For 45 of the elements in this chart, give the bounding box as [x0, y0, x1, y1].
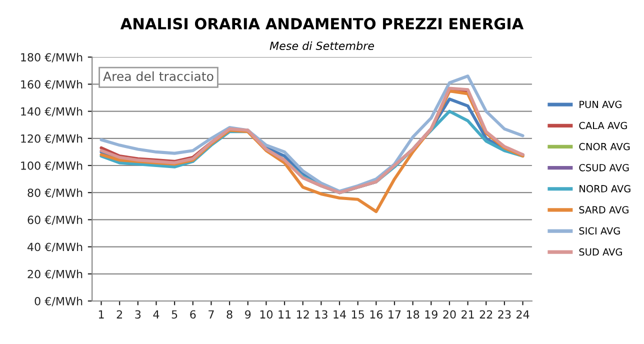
y-tick-label: 180 €/MWh — [21, 52, 82, 62]
annotation: Area del tracciato — [103, 71, 214, 82]
x-tick-label: 12 — [297, 310, 309, 318]
x-tick-label: 8 — [226, 310, 232, 319]
x-tick-label: 4 — [153, 310, 160, 318]
x-tick-label: 23 — [498, 310, 511, 319]
x-tick-label: 3 — [135, 310, 141, 319]
y-tick-label: 80 €/MWh — [28, 188, 82, 198]
x-tick-label: 18 — [406, 310, 420, 319]
chart-title: ANALISI ORARIA ANDAMENTO PREZZI ENERGIA — [120, 18, 524, 30]
x-tick-label: 9 — [245, 310, 251, 319]
y-tick-label: 160 €/MWh — [21, 80, 82, 90]
x-tick-label: 5 — [172, 310, 178, 319]
legend-label: PUN AVG — [580, 100, 622, 108]
x-tick-label: 7 — [208, 310, 214, 318]
x-tick-label: 2 — [116, 310, 122, 318]
x-tick-label: 16 — [370, 310, 383, 319]
y-tick-label: 140 €/MWh — [21, 107, 82, 117]
x-tick-label: 19 — [425, 310, 438, 319]
legend-label: CSUD AVG — [579, 164, 629, 172]
chart-subtitle: Mese di Settembre — [270, 41, 374, 50]
x-tick-label: 10 — [260, 310, 273, 319]
legend-label: SARD AVG — [579, 206, 628, 214]
x-tick-label: 22 — [480, 310, 492, 318]
x-tick-label: 17 — [388, 310, 401, 318]
legend-label: NORD AVG — [580, 185, 630, 192]
legend-label: SICI AVG — [579, 227, 620, 235]
y-tick-label: 120 €/MWh — [21, 134, 82, 144]
y-tick-label: 60 €/MWh — [28, 215, 82, 225]
y-tick-label: 40 €/MWh — [28, 242, 82, 252]
x-tick-label: 1 — [98, 310, 104, 318]
legend-label: CNOR AVG — [579, 142, 630, 150]
x-tick-label: 11 — [278, 310, 291, 318]
x-tick-label: 13 — [315, 310, 328, 319]
x-tick-label: 6 — [190, 310, 196, 319]
x-tick-label: 24 — [516, 310, 530, 318]
y-tick-label: 100 €/MWh — [21, 161, 82, 171]
x-tick-label: 14 — [334, 310, 346, 318]
legend-label: SUD AVG — [579, 248, 622, 256]
x-tick-label: 15 — [352, 310, 364, 319]
x-tick-label: 21 — [462, 310, 474, 318]
y-tick-label: 20 €/MWh — [28, 270, 82, 280]
y-tick-label: 0 €/MWh — [34, 296, 82, 306]
legend-label: CALA AVG — [579, 122, 627, 130]
x-tick-label: 20 — [443, 310, 456, 319]
